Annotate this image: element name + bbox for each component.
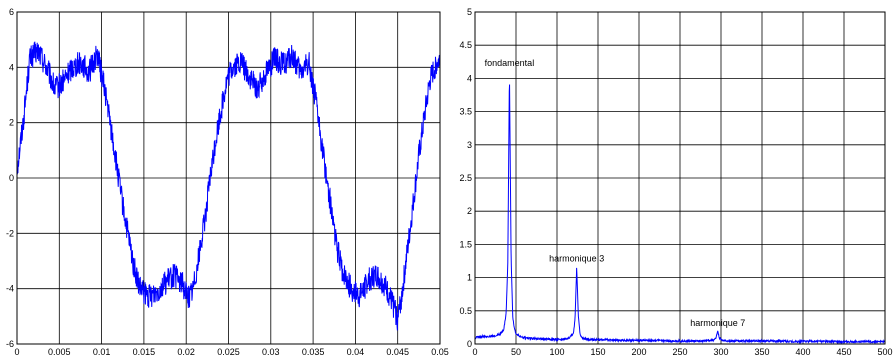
y-tick-label: 2: [9, 118, 14, 128]
x-tick-label: 0.01: [93, 347, 111, 357]
x-tick-label: 0: [14, 347, 19, 357]
y-tick-label: 0: [9, 173, 14, 183]
x-tick-label: 500: [877, 347, 892, 357]
x-tick-label: 0.03: [262, 347, 280, 357]
x-tick-label: 200: [631, 347, 646, 357]
annotation-label: harmonique 3: [549, 254, 604, 264]
y-tick-label: 3: [467, 140, 472, 150]
x-tick-label: 0.025: [217, 347, 240, 357]
x-tick-label: 250: [672, 347, 687, 357]
plot-frame: [474, 11, 886, 345]
y-tick-label: 4: [467, 73, 472, 83]
y-tick-label: -4: [6, 284, 14, 294]
x-tick-label: 450: [836, 347, 851, 357]
annotation-label: fondamental: [485, 58, 535, 68]
series-line: [16, 41, 441, 331]
x-tick-label: 350: [754, 347, 769, 357]
y-tick-label: 2.5: [459, 173, 472, 183]
time-signal-chart: 0 0.005 0.01 0.015 0.02 0.025 0.03 0.035 0.04 0.0…: [6, 7, 449, 357]
x-tick-label: 300: [713, 347, 728, 357]
y-tick-label: 1.5: [459, 239, 472, 249]
x-tick-label: 0.045: [386, 347, 409, 357]
y-tick-label: 0: [467, 339, 472, 349]
x-tick-label: 400: [795, 347, 810, 357]
x-tick-label: 150: [590, 347, 605, 357]
y-tick-label: -6: [6, 339, 14, 349]
annotation-label: harmonique 7: [690, 318, 745, 328]
plot-frame: [16, 11, 441, 345]
y-tick-label: 3.5: [459, 107, 472, 117]
y-tick-label: 6: [9, 7, 14, 17]
x-tick-label: 0: [472, 347, 477, 357]
y-tick-label: 1: [467, 273, 472, 283]
y-tick-label: 0.5: [459, 306, 472, 316]
series-line: [474, 84, 886, 345]
x-tick-label: 0.035: [302, 347, 325, 357]
spectrum-chart: 0 50 100 150 200 250 300 350 400 450 500 0 0.5 1 1.5 2 2…: [459, 7, 892, 357]
x-tick-label: 0.005: [48, 347, 71, 357]
y-tick-label: 4.5: [459, 40, 472, 50]
x-tick-label: 50: [511, 347, 521, 357]
y-tick-label: -2: [6, 228, 14, 238]
y-tick-label: 5: [467, 7, 472, 17]
x-tick-label: 0.05: [431, 347, 449, 357]
x-tick-label: 0.02: [177, 347, 195, 357]
y-tick-label: 2: [467, 206, 472, 216]
y-tick-label: 4: [9, 62, 14, 72]
x-tick-label: 0.04: [347, 347, 365, 357]
x-tick-label: 0.015: [133, 347, 156, 357]
x-tick-label: 100: [549, 347, 564, 357]
